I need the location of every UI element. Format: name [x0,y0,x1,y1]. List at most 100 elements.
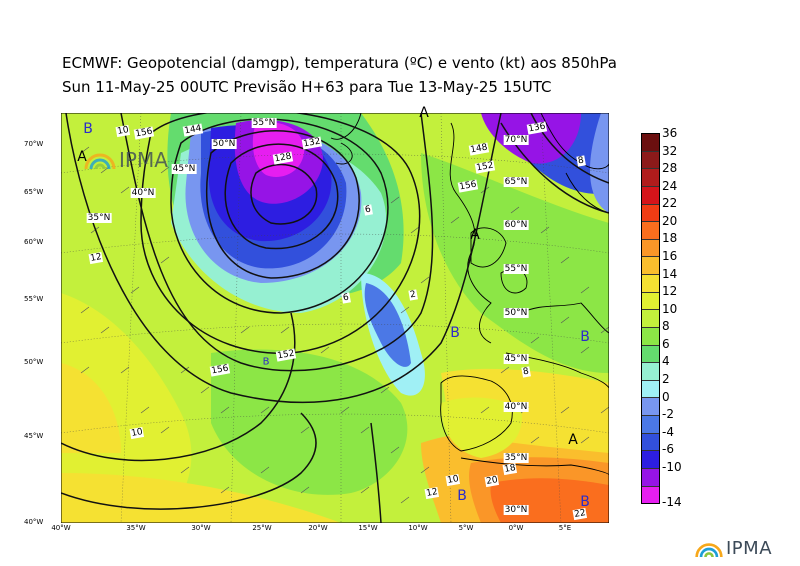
latitude-label: 40°W [24,518,44,526]
ipma-arc-icon [84,153,116,170]
colorbar-tick-label: 6 [662,336,670,351]
longitude-label: 20°W [308,524,328,532]
colorbar-swatch [642,363,659,381]
colorbar-swatch [642,433,659,452]
grid-label: 50°N [211,139,237,149]
colorbar-tick-label: 16 [662,249,678,263]
chart-title: ECMWF: Geopotencial (damgp), temperatura… [62,54,617,72]
temperature-field-red-s [490,478,609,523]
colorbar-tick-label: 20 [662,213,678,228]
grid-label: 40°N [503,402,529,412]
colorbar-tick-label: 8 [662,319,670,334]
grid-label: 55°N [251,118,277,128]
latitude-label: 70°W [24,140,44,148]
colorbar-tick-label: 18 [662,231,678,246]
colorbar-tick-label: 14 [662,266,678,281]
temperature-field-yellow-sw [61,473,341,523]
grid-label: 40°N [130,188,156,198]
ipma-logo-text: IPMA [726,538,773,559]
grid-label: 35°N [86,213,112,223]
colorbar-tick-label: 10 [662,301,678,316]
ipma-logo: IPMA [694,538,772,559]
colorbar-tick-label: -2 [662,407,674,422]
temperature-field-yellow-west [61,293,192,523]
colorbar-swatch [642,275,659,293]
grid-label: 35°N [503,453,529,463]
graticule [61,113,609,523]
ipma-watermark-text: IPMA [119,148,168,172]
temperature-field-yellow-west2 [61,363,121,453]
latitude-label: 45°W [24,432,44,440]
latitude-label: 55°W [24,295,44,303]
grid-label: 70°N [503,135,529,145]
colorbar-tick-label: -10 [662,459,682,474]
chart-subtitle: Sun 11-May-25 00UTC Previsão H+63 para T… [62,78,552,96]
low-pressure-center: B [580,494,590,510]
colorbar-tick-label: 2 [662,372,670,386]
temperature-field-lightblue-ne [589,113,609,213]
colorbar-tick-label: 36 [662,126,678,140]
colorbar-swatch [642,169,659,187]
ipma-logo-icon [695,542,723,557]
colorbar-tick-label: 24 [662,178,678,193]
temperature-colorbar [641,133,660,504]
temperature-field-green-ne [421,153,609,373]
colorbar-swatch [642,451,659,469]
contour-label: 2 [408,289,418,301]
high-pressure-center: A [419,105,429,121]
grid-label: 65°N [503,177,529,187]
temperature-field-blue-patch [364,283,411,367]
colorbar-swatch [642,204,659,223]
longitude-label: 0°W [508,524,524,532]
longitude-label: 35°W [126,524,146,532]
low-pressure-center: B [450,325,460,341]
colorbar-tick-label: 4 [662,354,670,369]
high-pressure-center: A [77,149,87,165]
contour-label: 8 [521,366,531,378]
colorbar-tick-label: 0 [662,389,670,404]
latitude-label: 65°W [24,188,44,196]
geopotential-contours [61,113,609,523]
colorbar-swatch [642,327,659,346]
grid-label: 55°N [503,264,529,274]
longitude-label: 5°W [458,524,474,532]
grid-label: 45°N [171,164,197,174]
colorbar-swatch [642,239,659,258]
grid-label: 45°N [503,354,529,364]
temperature-field-yellow-iberia [441,397,522,458]
colorbar-tick-label: 22 [662,196,678,211]
colorbar-swatch [642,468,659,487]
high-pressure-center: A [470,227,480,243]
longitude-label: 5°E [558,524,572,532]
colorbar-swatch [642,380,659,399]
colorbar-swatch [642,186,659,205]
temperature-field-magenta [252,122,305,177]
contour-label: 6 [341,292,351,304]
low-pressure-center: B [262,356,270,368]
colorbar-swatch [642,486,659,504]
colorbar-swatch [642,257,659,275]
colorbar-swatch [642,292,659,311]
colorbar-swatch [642,398,659,416]
contour-label: 8 [576,155,586,167]
latitude-label: 50°W [24,358,44,366]
longitude-label: 25°W [252,524,272,532]
colorbar-tick-label: 32 [662,143,678,158]
high-pressure-center: A [568,432,578,448]
wind-barbs [80,146,609,504]
colorbar-tick-label: -6 [662,442,674,457]
colorbar-swatch [642,151,659,170]
grid-label: 50°N [503,308,529,318]
low-pressure-center: B [457,488,467,504]
ipma-watermark-logo: IPMA [83,148,168,172]
colorbar-swatch [642,134,659,152]
grid-label: 60°N [503,220,529,230]
colorbar-tick-label: 28 [662,161,678,176]
colorbar-swatch [642,416,659,434]
colorbar-tick-label: 12 [662,284,678,299]
colorbar-swatch [642,310,659,328]
contour-label: 6 [363,204,373,216]
temperature-field-purple-ne [481,113,581,164]
longitude-label: 10°W [408,524,428,532]
colorbar-tick-label: -14 [662,495,682,509]
